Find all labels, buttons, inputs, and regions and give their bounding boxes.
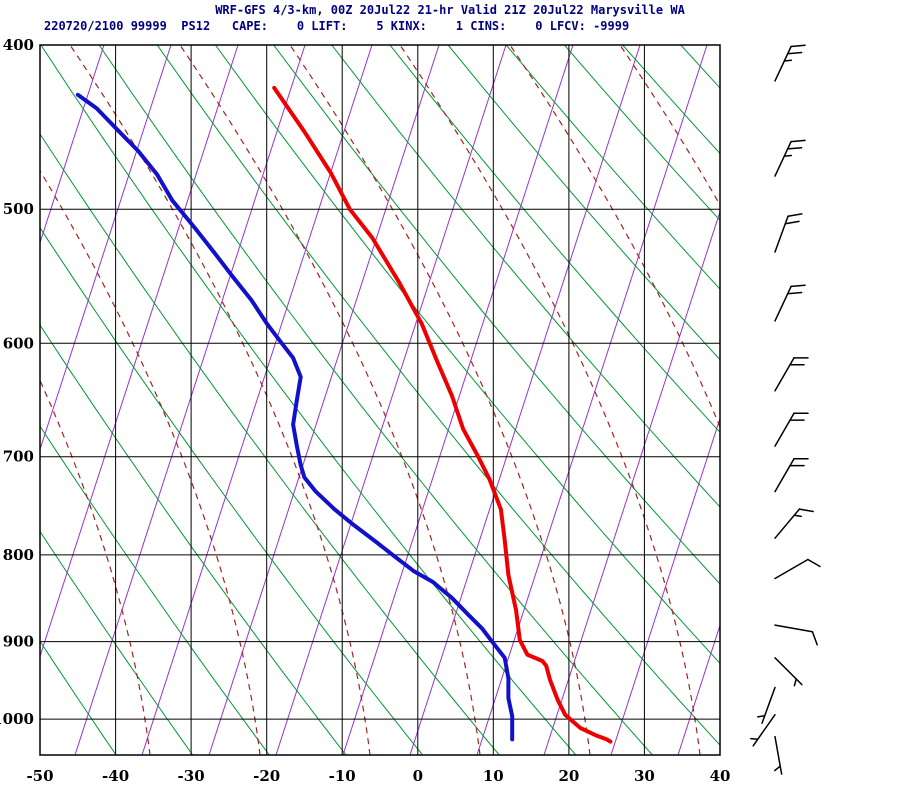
wind-barb xyxy=(774,357,809,392)
wind-barb xyxy=(774,735,783,775)
dry-adiabat-lines xyxy=(40,45,720,755)
wind-barb xyxy=(774,44,806,82)
y-tick-label: 800 xyxy=(3,546,34,564)
y-tick-label: 700 xyxy=(3,448,34,466)
x-tick-label: 0 xyxy=(413,767,423,785)
chart-header-indices: 220720/2100 99999 PS12 CAPE: 0 LIFT: 5 K… xyxy=(44,19,630,33)
axis-labels: -50 -40 -30 -20 -10 0 10 20 30 40 400 500 600 700 800 9… xyxy=(0,36,730,785)
wind-barb xyxy=(774,624,818,646)
dewpoint-curve xyxy=(75,92,515,742)
wind-barb xyxy=(774,139,806,177)
moist-adiabat-lines xyxy=(40,45,720,755)
wind-barb xyxy=(774,284,806,322)
mixing-ratio-lines xyxy=(40,45,720,755)
wind-barb xyxy=(774,412,809,447)
wind-barb xyxy=(750,713,776,747)
x-tick-label: 40 xyxy=(710,767,731,785)
wind-barb xyxy=(757,686,776,724)
y-tick-label: 400 xyxy=(3,36,34,54)
grid-lines xyxy=(39,44,721,755)
wind-barb xyxy=(774,213,803,253)
plot-border xyxy=(39,44,721,756)
x-tick-label: 20 xyxy=(558,767,579,785)
x-tick-label: 30 xyxy=(634,767,655,785)
x-tick-label: 10 xyxy=(483,767,504,785)
wind-barb xyxy=(774,657,803,687)
x-tick-label: -30 xyxy=(178,767,205,785)
temperature-curve xyxy=(272,85,613,744)
chart-title: WRF-GFS 4/3-km, 00Z 20Jul22 21-hr Valid … xyxy=(215,3,685,17)
wind-barb xyxy=(774,558,821,580)
wind-barb xyxy=(774,457,809,493)
y-tick-label: 1000 xyxy=(0,710,34,728)
wind-barb xyxy=(774,508,814,539)
x-tick-label: -20 xyxy=(253,767,280,785)
y-tick-label: 500 xyxy=(3,200,34,218)
x-tick-label: -50 xyxy=(26,767,53,785)
y-tick-label: 900 xyxy=(3,633,34,651)
wind-barb-column xyxy=(750,44,821,775)
x-tick-label: -10 xyxy=(329,767,356,785)
x-tick-label: -40 xyxy=(102,767,129,785)
y-tick-label: 600 xyxy=(3,334,34,352)
